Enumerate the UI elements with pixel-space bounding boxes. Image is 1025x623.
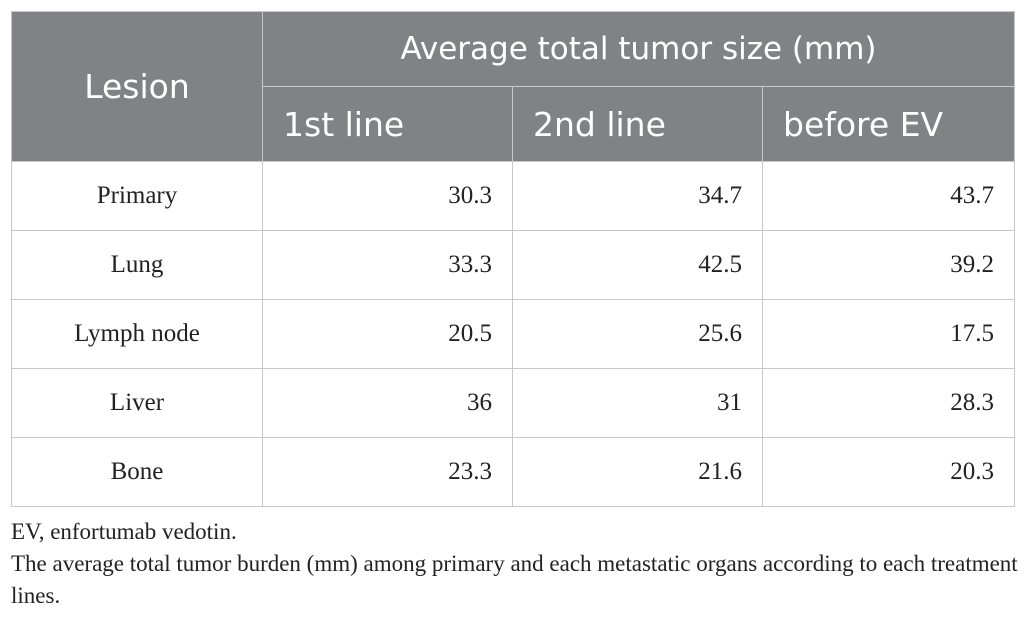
value-cell: 36: [262, 368, 513, 438]
table-row: Lung 33.3 42.5 39.2: [11, 230, 1015, 300]
lesion-cell: Liver: [11, 368, 263, 438]
lesion-cell: Bone: [11, 437, 263, 507]
tumor-size-table: Lesion Average total tumor size (mm) 1st…: [11, 11, 1015, 507]
table-caption: The average total tumor burden (mm) amon…: [11, 551, 1018, 608]
value-cell: 34.7: [512, 161, 763, 231]
value-cell: 25.6: [512, 299, 763, 369]
value-cell: 20.3: [762, 437, 1015, 507]
column-header-before-ev: before EV: [762, 86, 1015, 162]
value-cell: 20.5: [262, 299, 513, 369]
header-row-1: Lesion Average total tumor size (mm): [11, 11, 1015, 162]
value-cell: 31: [512, 368, 763, 438]
value-cell: 33.3: [262, 230, 513, 300]
header-row-2: 1st line 2nd line before EV: [12, 86, 1015, 162]
table-row: Primary 30.3 34.7 43.7: [11, 161, 1015, 231]
lesion-cell: Lymph node: [11, 299, 263, 369]
tumor-size-table-container: Lesion Average total tumor size (mm) 1st…: [11, 11, 1015, 507]
column-header-1st-line: 1st line: [262, 86, 513, 162]
value-cell: 23.3: [262, 437, 513, 507]
lesion-cell: Lung: [11, 230, 263, 300]
value-cell: 42.5: [512, 230, 763, 300]
column-header-2nd-line: 2nd line: [512, 86, 763, 162]
table-row: Lymph node 20.5 25.6 17.5: [11, 299, 1015, 369]
abbreviation-footnote: EV, enfortumab vedotin.: [11, 519, 237, 544]
lesion-column-header: Lesion: [11, 11, 263, 162]
table-footnotes: EV, enfortumab vedotin. The average tota…: [11, 516, 1021, 612]
value-cell: 30.3: [262, 161, 513, 231]
value-cell: 28.3: [762, 368, 1015, 438]
average-size-group-header: Average total tumor size (mm): [262, 11, 1015, 87]
value-cell: 21.6: [512, 437, 763, 507]
table-row: Liver 36 31 28.3: [11, 368, 1015, 438]
table-row: Bone 23.3 21.6 20.3: [11, 437, 1015, 507]
lesion-cell: Primary: [11, 161, 263, 231]
value-cell: 43.7: [762, 161, 1015, 231]
value-cell: 17.5: [762, 299, 1015, 369]
value-cell: 39.2: [762, 230, 1015, 300]
